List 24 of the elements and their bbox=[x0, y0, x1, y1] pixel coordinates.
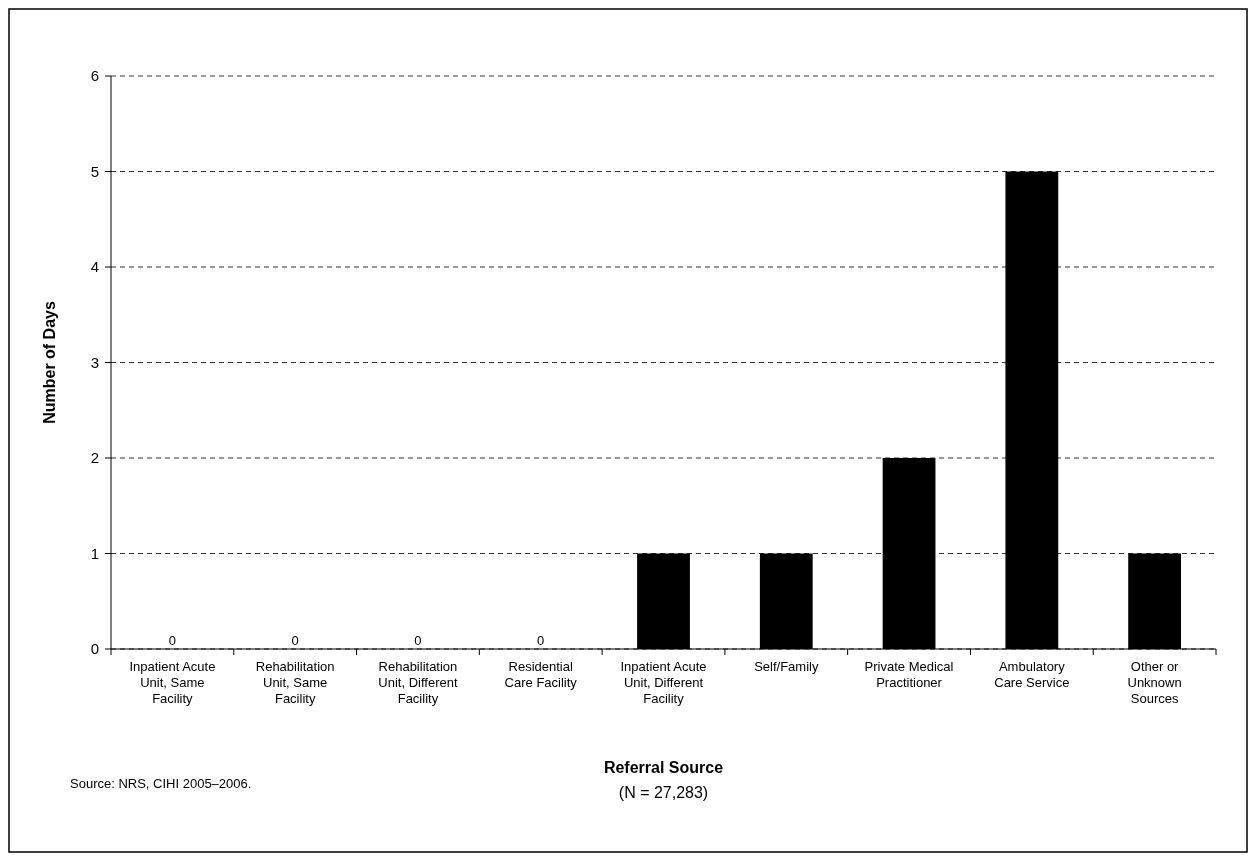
x-tick-label: Ambulatory Care Service bbox=[994, 659, 1070, 690]
x-tick-label: Residential Care Facility bbox=[504, 659, 578, 690]
x-tick-label: Rehabilitation Unit, Different Facility bbox=[378, 659, 458, 706]
y-tick-label: 2 bbox=[90, 449, 99, 467]
x-axis-title: Referral Source bbox=[603, 759, 724, 776]
y-tick-label: 5 bbox=[90, 162, 99, 180]
data-label: 0 bbox=[537, 633, 545, 648]
x-tick-label: Inpatient Acute Unit, Different Facility bbox=[620, 659, 707, 706]
data-label: 0 bbox=[414, 633, 422, 648]
x-tick-label: Other or Unknown Sources bbox=[1127, 659, 1182, 706]
y-tick-label: 3 bbox=[90, 353, 99, 371]
data-label: 0 bbox=[291, 633, 299, 648]
x-tick-label: Inpatient Acute Unit, Same Facility bbox=[129, 659, 216, 706]
text: (N = 27,283) bbox=[618, 784, 709, 801]
x-tick-label: Rehabilitation Unit, Same Facility bbox=[255, 659, 335, 706]
data-label: 0 bbox=[168, 633, 177, 648]
source-note: Source: NRS, CIHI 2005–2006. bbox=[70, 776, 252, 791]
y-tick-label: 0 bbox=[90, 640, 99, 658]
y-tick-label: 1 bbox=[90, 544, 99, 562]
x-tick-label: Private Medical Practitioner bbox=[864, 659, 954, 690]
x-tick-label: Self/Family bbox=[754, 659, 819, 674]
y-tick-label: 6 bbox=[90, 67, 99, 85]
y-tick-label: 4 bbox=[90, 258, 99, 276]
y-axis-title: Number of Days bbox=[41, 301, 58, 424]
